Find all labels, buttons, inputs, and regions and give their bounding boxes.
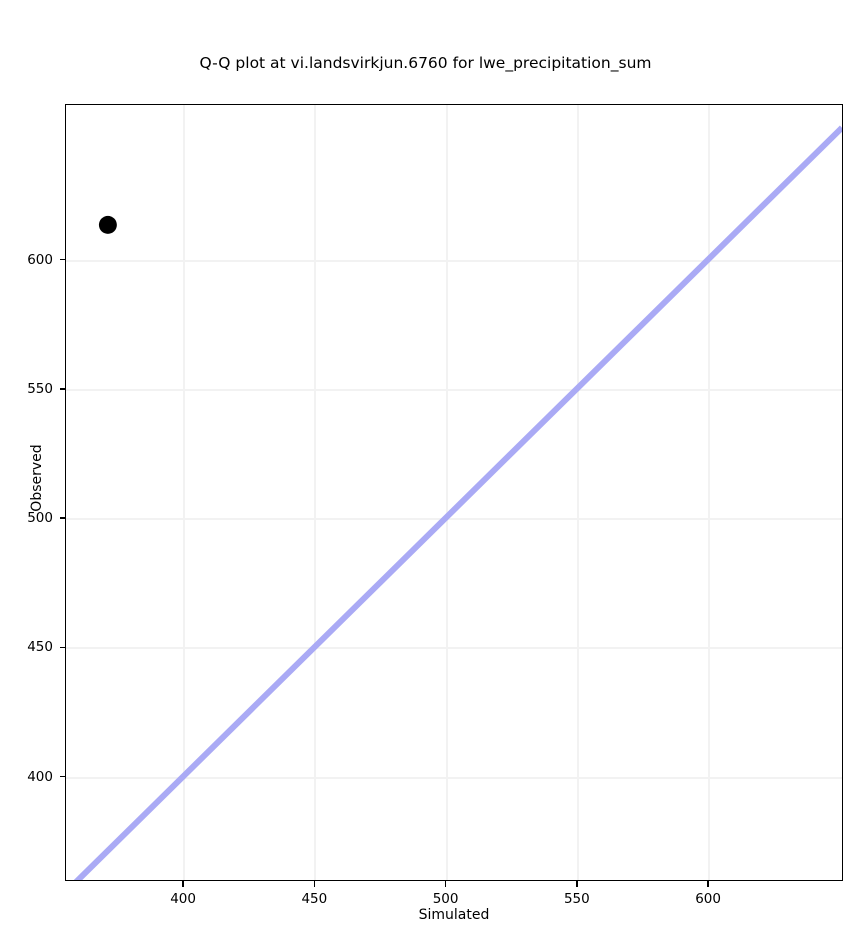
x-tick-label-400: 400	[170, 891, 196, 907]
x-tick-mark-550	[576, 881, 578, 887]
y-tick-label-450: 450	[27, 639, 53, 656]
gridline-y-550	[66, 388, 842, 391]
y-tick-mark-450	[60, 646, 66, 649]
y-tick-label-550: 550	[27, 380, 53, 397]
x-tick-mark-600	[707, 881, 709, 887]
chart-title-line-1: Q-Q plot at vi.landsvirkjun.6760 for lwe…	[199, 54, 652, 72]
scatter-point	[98, 215, 117, 234]
y-tick-mark-500	[60, 517, 66, 519]
y-tick-mark-400	[60, 775, 66, 778]
y-axis-label: Observed	[29, 444, 45, 512]
x-tick-mark-400	[182, 881, 184, 887]
x-tick-mark-500	[444, 881, 447, 887]
gridline-x-550	[576, 105, 579, 880]
gridline-y-450	[66, 647, 842, 650]
gridline-y-500	[66, 518, 842, 521]
x-tick-label-600: 600	[695, 891, 721, 907]
gridline-x-450	[314, 105, 317, 880]
scatter-points-group	[98, 215, 117, 234]
x-tick-label-550: 550	[563, 891, 590, 907]
gridline-y-400	[66, 776, 842, 779]
plot-area	[65, 104, 843, 881]
y-tick-label-400: 400	[27, 768, 53, 785]
gridline-y-600	[66, 259, 842, 262]
y-tick-label-500: 500	[27, 510, 53, 527]
one-to-one-reference-line	[73, 125, 842, 880]
x-tick-mark-450	[313, 881, 316, 887]
x-axis-label: Simulated	[418, 907, 490, 923]
gridline-x-500	[445, 105, 448, 880]
y-tick-label-600: 600	[27, 251, 53, 268]
gridline-x-400	[183, 105, 186, 880]
gridline-x-600	[708, 105, 711, 880]
y-tick-mark-600	[60, 258, 66, 261]
plot-svg-canvas	[73, 125, 842, 880]
x-tick-label-500: 500	[432, 891, 459, 907]
x-tick-label-450: 450	[301, 891, 328, 907]
y-tick-mark-550	[60, 388, 66, 390]
